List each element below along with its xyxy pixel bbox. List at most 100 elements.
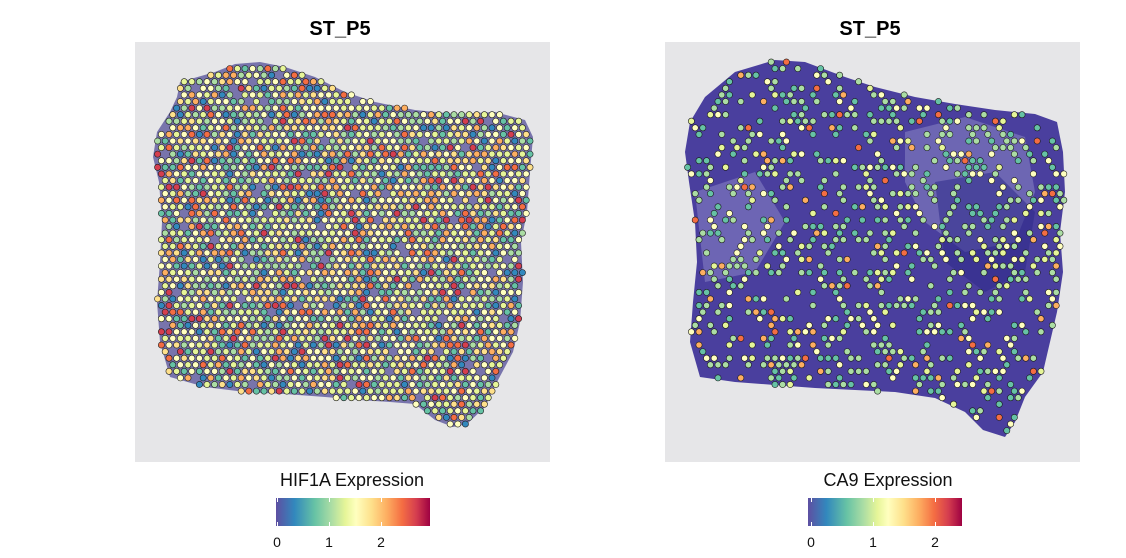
spot — [279, 183, 287, 191]
spot — [268, 321, 275, 329]
spot — [412, 242, 420, 250]
spot — [347, 249, 355, 257]
spot — [161, 229, 169, 237]
spot — [180, 341, 188, 349]
spot — [454, 223, 462, 230]
spot — [245, 387, 253, 395]
spot — [226, 223, 234, 230]
spot — [991, 288, 999, 296]
spot — [192, 190, 199, 197]
spot — [454, 131, 462, 138]
spot — [340, 341, 348, 349]
spot — [923, 354, 931, 362]
spot — [790, 111, 798, 119]
spot — [196, 315, 203, 323]
spot — [188, 275, 196, 283]
spot — [271, 117, 279, 125]
spot — [230, 124, 237, 132]
spot — [283, 295, 291, 303]
spot — [161, 269, 169, 276]
spot — [847, 315, 855, 323]
spot — [1029, 196, 1037, 204]
spot — [325, 381, 332, 388]
spot — [927, 387, 935, 395]
spot — [741, 262, 748, 270]
spot — [408, 328, 416, 336]
spot — [499, 196, 507, 204]
spot — [756, 117, 764, 125]
spot — [836, 111, 843, 119]
spot — [503, 190, 511, 197]
spot — [203, 183, 211, 191]
spot — [714, 111, 722, 119]
spot — [855, 354, 862, 362]
spot — [275, 387, 283, 395]
spot — [351, 150, 359, 158]
spot — [435, 282, 443, 290]
spot — [203, 249, 211, 257]
spot — [336, 374, 344, 382]
spot — [1052, 196, 1060, 204]
spot — [885, 302, 893, 309]
spot — [313, 334, 321, 342]
spot — [518, 229, 526, 237]
spot — [1007, 196, 1014, 204]
spot — [302, 104, 310, 112]
spot — [420, 177, 427, 184]
spot — [393, 381, 401, 388]
spot — [184, 163, 192, 171]
spot — [328, 308, 336, 316]
spot — [946, 328, 954, 336]
spot — [507, 209, 515, 217]
spot — [1037, 183, 1045, 191]
spot — [340, 117, 348, 125]
spot — [950, 374, 957, 382]
spot — [359, 150, 367, 158]
spot — [427, 400, 435, 408]
spot — [496, 269, 503, 276]
spot — [222, 111, 230, 119]
spot — [1010, 348, 1018, 355]
spot — [359, 374, 367, 382]
spot — [1052, 288, 1060, 296]
spot — [230, 308, 237, 316]
spot — [477, 249, 484, 257]
spot — [771, 249, 779, 257]
spot — [503, 150, 511, 158]
spot — [817, 223, 824, 230]
spot — [180, 262, 188, 270]
spot — [207, 98, 215, 105]
spot — [934, 374, 942, 382]
spot — [771, 78, 779, 86]
spot — [1018, 295, 1026, 303]
spot — [435, 361, 443, 369]
spot — [370, 275, 378, 283]
spot — [177, 203, 184, 211]
spot — [328, 216, 336, 224]
spot — [877, 117, 885, 125]
spot — [885, 236, 893, 244]
spot — [234, 117, 241, 125]
spot — [431, 209, 439, 217]
spot — [290, 177, 298, 184]
spot — [275, 229, 283, 237]
spot — [366, 361, 374, 369]
spot — [885, 367, 893, 375]
spot — [988, 387, 995, 395]
spot — [511, 190, 519, 197]
spot — [332, 196, 340, 204]
spot — [969, 223, 976, 230]
spot — [188, 236, 196, 244]
spot — [215, 203, 222, 211]
spot — [450, 282, 458, 290]
spot — [298, 229, 306, 237]
spot — [298, 98, 306, 105]
spot — [264, 170, 272, 178]
spot — [458, 111, 465, 119]
spot — [442, 111, 450, 119]
spot — [366, 334, 374, 342]
spot — [465, 111, 473, 119]
spot — [465, 255, 473, 263]
spot — [264, 302, 272, 309]
spot — [306, 321, 313, 329]
